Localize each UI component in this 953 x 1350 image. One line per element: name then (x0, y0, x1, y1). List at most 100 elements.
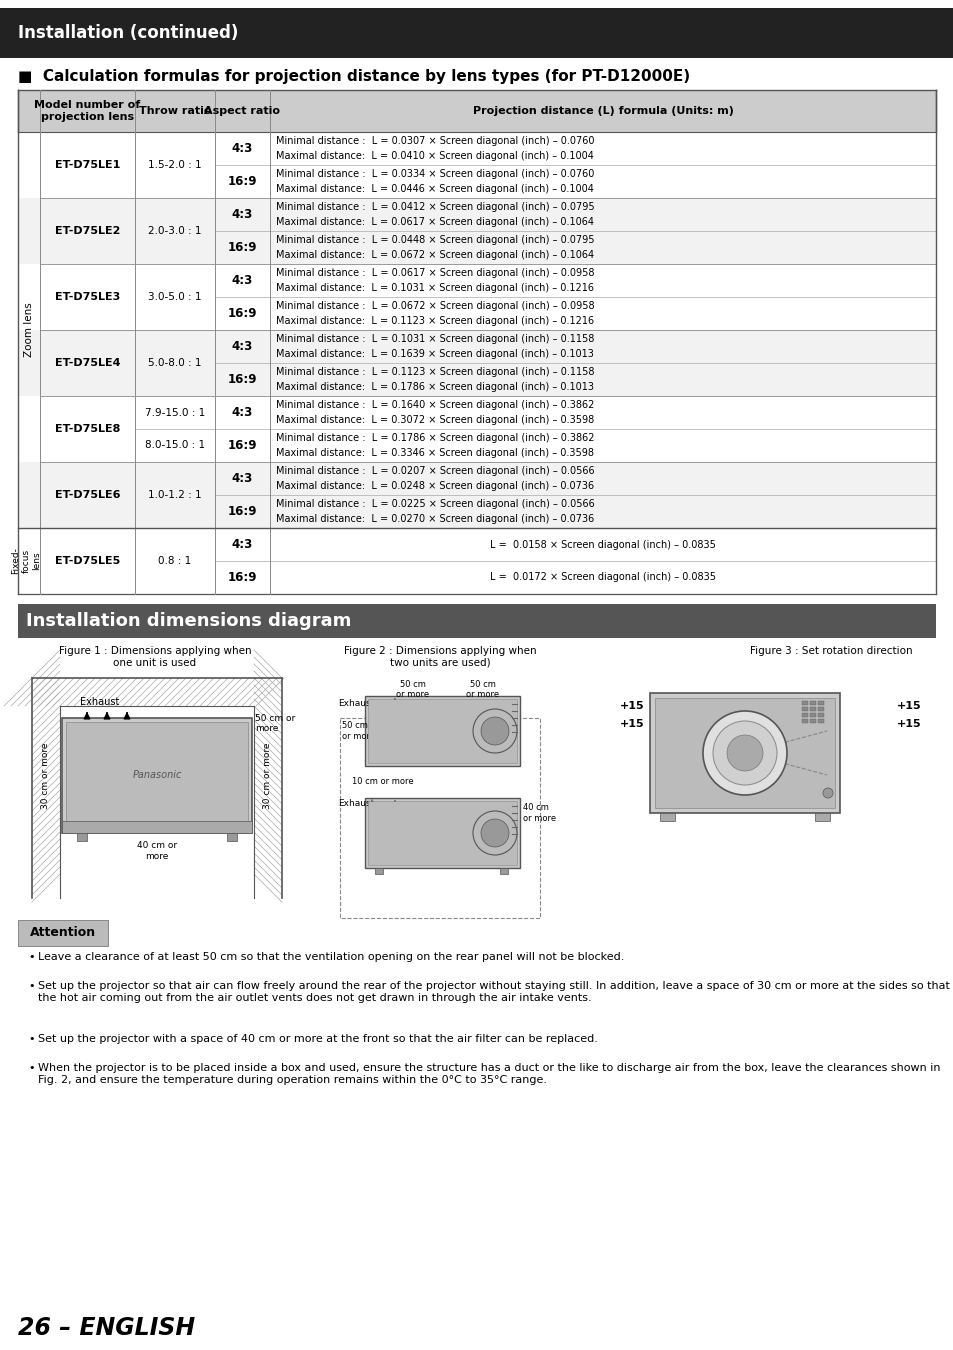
Text: Minimal distance :  L = 0.0225 × Screen diagonal (inch) – 0.0566: Minimal distance : L = 0.0225 × Screen d… (275, 500, 594, 509)
Circle shape (712, 721, 776, 784)
Text: Minimal distance :  L = 0.1031 × Screen diagonal (inch) – 0.1158: Minimal distance : L = 0.1031 × Screen d… (275, 333, 594, 344)
Text: Maximal distance:  L = 0.0248 × Screen diagonal (inch) – 0.0736: Maximal distance: L = 0.0248 × Screen di… (275, 481, 594, 491)
Text: 4:3: 4:3 (232, 208, 253, 221)
Text: 10 cm or more: 10 cm or more (352, 778, 414, 787)
Text: Minimal distance :  L = 0.0307 × Screen diagonal (inch) – 0.0760: Minimal distance : L = 0.0307 × Screen d… (275, 136, 594, 146)
Text: 7.9-15.0 : 1: 7.9-15.0 : 1 (145, 408, 205, 417)
FancyBboxPatch shape (18, 132, 935, 198)
Text: +15: +15 (896, 720, 921, 729)
Text: 1.5-2.0 : 1: 1.5-2.0 : 1 (148, 161, 202, 170)
Text: •: • (28, 1062, 34, 1073)
FancyBboxPatch shape (809, 720, 815, 724)
Text: 16:9: 16:9 (228, 306, 257, 320)
Text: Minimal distance :  L = 0.1123 × Screen diagonal (inch) – 0.1158: Minimal distance : L = 0.1123 × Screen d… (275, 367, 594, 377)
FancyBboxPatch shape (817, 701, 823, 705)
FancyBboxPatch shape (801, 707, 807, 711)
Text: 4:3: 4:3 (232, 406, 253, 418)
FancyBboxPatch shape (801, 713, 807, 717)
Text: Minimal distance :  L = 0.1786 × Screen diagonal (inch) – 0.3862: Minimal distance : L = 0.1786 × Screen d… (275, 433, 594, 443)
FancyBboxPatch shape (809, 707, 815, 711)
Text: 4:3: 4:3 (232, 539, 253, 551)
Circle shape (726, 734, 762, 771)
Text: Aspect ratio: Aspect ratio (204, 107, 280, 116)
Circle shape (702, 711, 786, 795)
Text: Installation (continued): Installation (continued) (18, 24, 238, 42)
Text: When the projector is to be placed inside a box and used, ensure the structure h: When the projector is to be placed insid… (38, 1062, 940, 1084)
Text: Exhaust: Exhaust (337, 798, 374, 807)
FancyBboxPatch shape (809, 713, 815, 717)
Text: 4:3: 4:3 (232, 472, 253, 485)
Text: Set up the projector so that air can flow freely around the rear of the projecto: Set up the projector so that air can flo… (38, 981, 949, 1003)
Text: ET-D75LE6: ET-D75LE6 (54, 490, 120, 500)
Text: 16:9: 16:9 (228, 176, 257, 188)
Text: ET-D75LE8: ET-D75LE8 (54, 424, 120, 433)
Text: 4:3: 4:3 (232, 274, 253, 288)
Text: +15: +15 (896, 701, 921, 711)
FancyBboxPatch shape (18, 198, 935, 265)
FancyBboxPatch shape (18, 329, 935, 396)
Text: Maximal distance:  L = 0.1123 × Screen diagonal (inch) – 0.1216: Maximal distance: L = 0.1123 × Screen di… (275, 316, 594, 327)
Text: Maximal distance:  L = 0.0410 × Screen diagonal (inch) – 0.1004: Maximal distance: L = 0.0410 × Screen di… (275, 151, 594, 161)
FancyBboxPatch shape (817, 707, 823, 711)
FancyBboxPatch shape (66, 722, 248, 829)
Text: Minimal distance :  L = 0.0334 × Screen diagonal (inch) – 0.0760: Minimal distance : L = 0.0334 × Screen d… (275, 169, 594, 180)
Text: Figure 3 : Set rotation direction: Figure 3 : Set rotation direction (749, 647, 912, 656)
Text: Maximal distance:  L = 0.3346 × Screen diagonal (inch) – 0.3598: Maximal distance: L = 0.3346 × Screen di… (275, 448, 594, 458)
Text: Minimal distance :  L = 0.0448 × Screen diagonal (inch) – 0.0795: Minimal distance : L = 0.0448 × Screen d… (275, 235, 594, 244)
FancyBboxPatch shape (62, 718, 252, 833)
FancyBboxPatch shape (18, 462, 935, 528)
FancyBboxPatch shape (814, 813, 829, 821)
Text: Minimal distance :  L = 0.0617 × Screen diagonal (inch) – 0.0958: Minimal distance : L = 0.0617 × Screen d… (275, 267, 594, 278)
Text: Model number of
projection lens: Model number of projection lens (34, 100, 140, 123)
FancyBboxPatch shape (649, 693, 840, 813)
FancyBboxPatch shape (368, 801, 517, 865)
FancyBboxPatch shape (368, 699, 517, 763)
Text: 50 cm
or more: 50 cm or more (465, 680, 498, 699)
FancyBboxPatch shape (499, 868, 507, 873)
Text: 4:3: 4:3 (232, 142, 253, 155)
FancyBboxPatch shape (655, 698, 834, 809)
Text: Minimal distance :  L = 0.0412 × Screen diagonal (inch) – 0.0795: Minimal distance : L = 0.0412 × Screen d… (275, 202, 594, 212)
Text: ET-D75LE4: ET-D75LE4 (54, 358, 120, 369)
Circle shape (822, 788, 832, 798)
Text: ET-D75LE5: ET-D75LE5 (55, 556, 120, 566)
Text: 26 – ENGLISH: 26 – ENGLISH (18, 1316, 195, 1341)
Text: Maximal distance:  L = 0.0617 × Screen diagonal (inch) – 0.1064: Maximal distance: L = 0.0617 × Screen di… (275, 217, 594, 227)
Text: 16:9: 16:9 (228, 505, 257, 518)
Text: 30 cm or more: 30 cm or more (42, 743, 51, 809)
Text: Figure 1 : Dimensions applying when
one unit is used: Figure 1 : Dimensions applying when one … (59, 647, 251, 668)
Text: Minimal distance :  L = 0.0672 × Screen diagonal (inch) – 0.0958: Minimal distance : L = 0.0672 × Screen d… (275, 301, 594, 310)
Circle shape (480, 717, 509, 745)
Text: Maximal distance:  L = 0.0672 × Screen diagonal (inch) – 0.1064: Maximal distance: L = 0.0672 × Screen di… (275, 250, 594, 261)
Text: 50 cm
or more: 50 cm or more (341, 721, 375, 741)
FancyBboxPatch shape (18, 90, 935, 132)
Text: 16:9: 16:9 (228, 571, 257, 585)
FancyBboxPatch shape (18, 396, 935, 462)
FancyBboxPatch shape (62, 821, 252, 833)
Text: Panasonic: Panasonic (132, 771, 181, 780)
Text: Exhaust: Exhaust (337, 699, 374, 709)
Text: 5.0-8.0 : 1: 5.0-8.0 : 1 (148, 358, 201, 369)
Text: 40 cm or
more: 40 cm or more (137, 841, 177, 861)
Text: Installation dimensions diagram: Installation dimensions diagram (26, 612, 351, 630)
FancyBboxPatch shape (375, 868, 382, 873)
FancyBboxPatch shape (0, 8, 953, 58)
Text: Fixed-
focus
lens: Fixed- focus lens (11, 548, 41, 575)
Text: ET-D75LE3: ET-D75LE3 (55, 292, 120, 302)
Text: •: • (28, 1034, 34, 1044)
Text: 3.0-5.0 : 1: 3.0-5.0 : 1 (148, 292, 201, 302)
Text: 2.0-3.0 : 1: 2.0-3.0 : 1 (148, 225, 201, 236)
FancyBboxPatch shape (18, 603, 935, 639)
FancyBboxPatch shape (817, 713, 823, 717)
FancyBboxPatch shape (18, 919, 108, 946)
Text: 30 cm or more: 30 cm or more (263, 743, 273, 809)
Text: ET-D75LE2: ET-D75LE2 (54, 225, 120, 236)
Text: Exhaust: Exhaust (80, 697, 119, 707)
Text: ET-D75LE1: ET-D75LE1 (54, 161, 120, 170)
Text: +15: +15 (619, 701, 644, 711)
Text: Set up the projector with a space of 40 cm or more at the front so that the air : Set up the projector with a space of 40 … (38, 1034, 598, 1044)
Text: Maximal distance:  L = 0.1786 × Screen diagonal (inch) – 0.1013: Maximal distance: L = 0.1786 × Screen di… (275, 382, 594, 391)
Text: 50 cm
or more: 50 cm or more (395, 680, 429, 699)
FancyBboxPatch shape (365, 697, 519, 765)
Text: Maximal distance:  L = 0.1639 × Screen diagonal (inch) – 0.1013: Maximal distance: L = 0.1639 × Screen di… (275, 350, 594, 359)
